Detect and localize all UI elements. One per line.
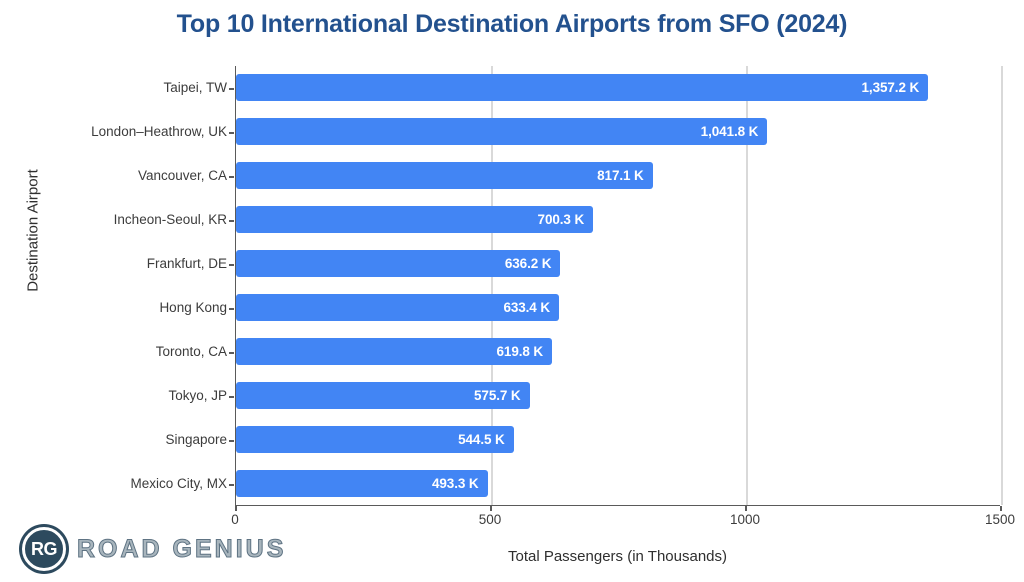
watermark-logo: RG ROAD GENIUS	[22, 527, 286, 571]
gridline-1000	[746, 66, 748, 505]
bar-value-label: 493.3 K	[431, 476, 479, 491]
bar[interactable]: 817.1 K	[236, 162, 653, 189]
y-axis-tick-label: London–Heathrow, UK	[91, 124, 227, 139]
bar-row: 817.1 K	[236, 154, 1000, 197]
bar-row: 700.3 K	[236, 198, 1000, 241]
plot-area: 1,357.2 K 1,041.8 K 817.1 K 700.3 K 636.2 K 6…	[235, 66, 1003, 506]
bar-value-label: 1,041.8 K	[700, 124, 759, 139]
bar[interactable]: 575.7 K	[236, 382, 530, 409]
y-axis-tick-mark	[229, 220, 234, 222]
x-axis-tick-label: 1000	[729, 512, 761, 527]
bar-value-label: 544.5 K	[458, 432, 505, 447]
bar-row: 1,357.2 K	[236, 66, 1000, 109]
x-axis-tick-mark	[490, 506, 492, 511]
y-axis-tick-label: Vancouver, CA	[137, 168, 227, 183]
bar[interactable]: 619.8 K	[236, 338, 553, 365]
bar[interactable]: 636.2 K	[236, 250, 561, 277]
x-axis-tick-label: 0	[231, 512, 239, 527]
bar-row: 636.2 K	[236, 242, 1000, 285]
bar[interactable]: 544.5 K	[236, 426, 514, 453]
gridline-500	[491, 66, 493, 505]
bar[interactable]: 633.4 K	[236, 294, 560, 321]
x-axis-title: Total Passengers (in Thousands)	[507, 548, 727, 565]
y-axis-tick-label: Hong Kong	[159, 300, 227, 315]
bar-row: 619.8 K	[236, 330, 1000, 373]
bar[interactable]: 1,041.8 K	[236, 118, 768, 145]
bar-row: 575.7 K	[236, 374, 1000, 417]
y-axis-tick-label: Toronto, CA	[155, 344, 227, 359]
road-genius-monogram-icon: RG	[22, 527, 66, 571]
y-axis-tick-label: Singapore	[165, 432, 227, 447]
bar[interactable]: 700.3 K	[236, 206, 594, 233]
x-axis-tick-label: 500	[478, 512, 502, 527]
y-axis-tick-label: Incheon-Seoul, KR	[113, 212, 227, 227]
y-axis-tick-label: Frankfurt, DE	[146, 256, 227, 271]
y-axis-tick-mark	[229, 396, 234, 398]
page-title: Top 10 International Destination Airport…	[176, 10, 848, 38]
x-axis-tick-mark	[745, 506, 747, 511]
gridline-1500	[1001, 66, 1003, 505]
bar-row: 493.3 K	[236, 462, 1000, 505]
bar-value-label: 575.7 K	[474, 388, 521, 403]
y-axis-tick-mark	[229, 484, 234, 486]
bar[interactable]: 493.3 K	[236, 470, 488, 497]
bar[interactable]: 1,357.2 K	[236, 74, 929, 101]
x-axis-tick-mark	[235, 506, 237, 511]
y-axis-tick-mark	[229, 264, 234, 266]
x-axis-tick-mark	[1000, 506, 1002, 511]
bar-value-label: 817.1 K	[597, 168, 644, 183]
road-genius-wordmark: ROAD GENIUS	[76, 534, 287, 563]
bar-row: 1,041.8 K	[236, 110, 1000, 153]
y-axis-tick-mark	[229, 88, 234, 90]
y-axis-tick-label: Mexico City, MX	[130, 476, 227, 491]
bar-row: 544.5 K	[236, 418, 1000, 461]
y-axis-tick-mark	[229, 132, 234, 134]
bar-value-label: 633.4 K	[503, 300, 551, 315]
y-axis-tick-label: Tokyo, JP	[168, 388, 227, 403]
bar-row: 633.4 K	[236, 286, 1000, 329]
y-axis-tick-mark	[229, 352, 234, 354]
y-axis-tick-mark	[229, 308, 234, 310]
y-axis-tick-label: Taipei, TW	[163, 80, 227, 95]
x-axis-tick-label: 1500	[984, 512, 1016, 527]
y-axis-tick-mark	[229, 440, 234, 442]
y-axis-tick-mark	[229, 176, 234, 178]
bar-value-label: 636.2 K	[504, 256, 552, 271]
bar-value-label: 700.3 K	[537, 212, 585, 227]
bar-value-label: 619.8 K	[496, 344, 544, 359]
bar-value-label: 1,357.2 K	[861, 80, 920, 95]
